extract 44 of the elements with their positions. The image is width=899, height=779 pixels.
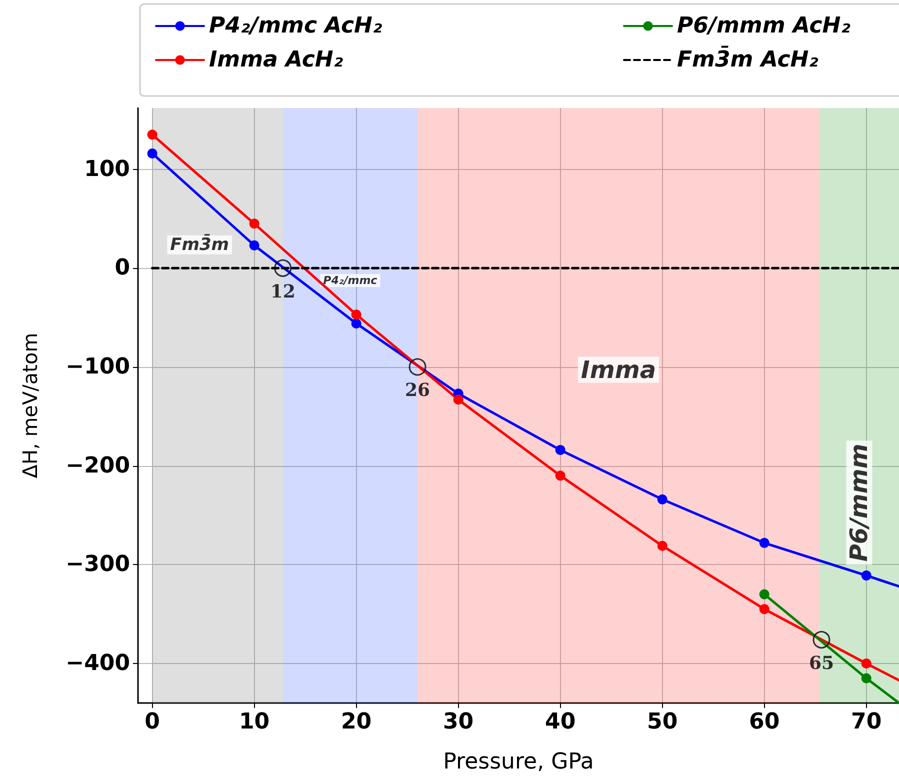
annotation: 65 (808, 652, 834, 674)
y-tick-label: −300 (66, 552, 130, 578)
legend-label: Imma AcH₂ (209, 48, 344, 72)
y-tick-label: −200 (66, 453, 130, 478)
x-tick-label: 70 (851, 710, 882, 734)
point (555, 444, 566, 455)
x-tick-label: 20 (340, 710, 372, 734)
annotation: 12 (270, 281, 296, 302)
point (861, 658, 872, 668)
y-axis-title: ΔH, meV/atom (18, 332, 42, 478)
band-label: Imma (580, 356, 656, 384)
point (657, 494, 668, 504)
point (555, 470, 566, 481)
x-tick-label: 40 (545, 710, 576, 734)
x-tick-label: 10 (238, 710, 270, 734)
annotation: 26 (404, 380, 430, 402)
point (861, 570, 872, 580)
x-tick-label: 60 (749, 710, 780, 734)
point (249, 218, 260, 229)
point (249, 240, 260, 250)
legend-label: P6/mmm AcH₂ (677, 14, 851, 38)
y-tick-label: 100 (84, 156, 130, 182)
point (759, 604, 770, 614)
point (657, 540, 668, 551)
point (147, 148, 158, 158)
y-tick-label: −100 (66, 354, 130, 380)
band-label: P6/mmm (845, 444, 874, 562)
x-tick-label: 50 (647, 710, 678, 734)
x-tick-label: 0 (144, 710, 160, 734)
point (759, 589, 770, 600)
legend-label: P4₂/mmc AcH₂ (209, 14, 382, 38)
x-tick-label: 30 (443, 710, 474, 734)
point (759, 538, 770, 548)
point (351, 310, 362, 320)
point (861, 673, 872, 684)
point (453, 394, 464, 405)
band-label: Fm3̄m (170, 234, 230, 255)
y-tick-label: −400 (66, 650, 130, 676)
point (147, 130, 158, 140)
y-tick-label: 0 (114, 256, 130, 281)
x-axis-title: Pressure, GPa (443, 750, 594, 774)
band-label: P4₂/mmc (323, 274, 378, 288)
point (351, 318, 362, 328)
legend-label: Fm3̄m AcH₂ (677, 45, 819, 72)
